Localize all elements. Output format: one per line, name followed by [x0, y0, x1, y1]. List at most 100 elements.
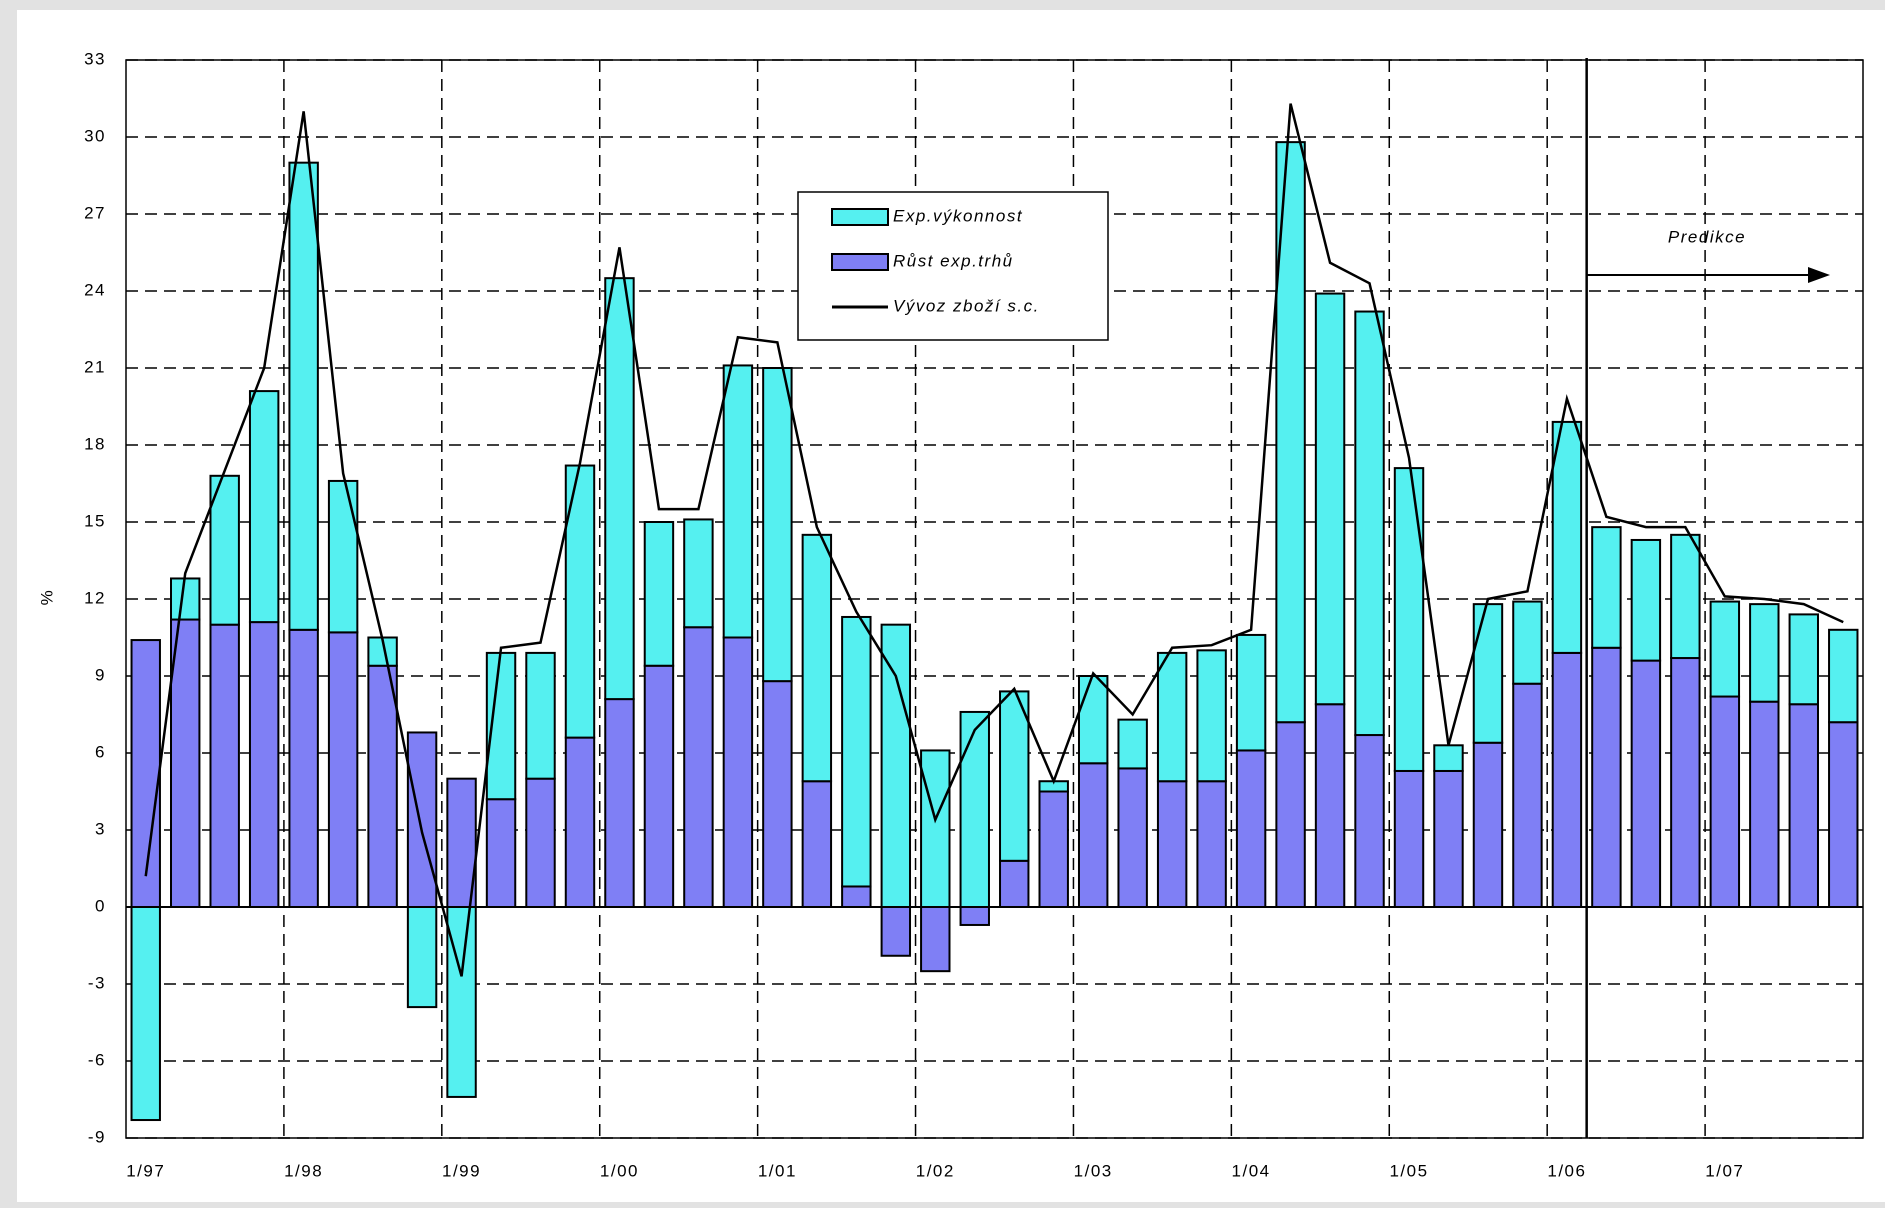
bar	[959, 906, 990, 926]
y-tick-label: 9	[95, 665, 106, 684]
bar	[1512, 682, 1543, 909]
bar	[643, 664, 675, 908]
bar	[1591, 526, 1622, 649]
bar	[1630, 659, 1662, 908]
bar	[1314, 292, 1346, 706]
bar	[1235, 749, 1267, 909]
bar	[1314, 703, 1346, 908]
bar	[1117, 767, 1148, 909]
bar	[1433, 744, 1464, 772]
x-tick-label: 1/04	[1232, 1161, 1271, 1180]
bar	[999, 859, 1030, 908]
bar	[880, 623, 912, 909]
bar	[1354, 310, 1385, 737]
bar	[801, 780, 833, 909]
bar	[1709, 600, 1741, 698]
y-tick-label: 15	[84, 511, 106, 530]
bar	[1591, 646, 1622, 908]
bar	[1117, 718, 1148, 770]
bar	[762, 680, 793, 909]
bar	[1472, 741, 1504, 908]
bar	[920, 906, 951, 973]
legend-swatch	[831, 208, 889, 226]
y-tick-label: 3	[95, 819, 106, 838]
bar	[209, 623, 240, 909]
bar	[1788, 703, 1819, 908]
bar	[1749, 700, 1780, 909]
bar	[683, 518, 714, 629]
annotation: Predikce	[1668, 227, 1746, 246]
x-tick-label: 1/05	[1389, 1161, 1428, 1180]
bar	[841, 885, 872, 909]
bar	[1828, 628, 1859, 724]
arrow-head	[1808, 267, 1830, 283]
y-tick-label: -6	[88, 1050, 106, 1069]
y-tick-label: 33	[84, 49, 106, 68]
bar	[327, 479, 359, 634]
bar	[1749, 603, 1780, 703]
bar	[1275, 721, 1306, 909]
legend-label: Exp.výkonnost	[893, 206, 1023, 225]
bar	[999, 690, 1030, 862]
bar	[248, 621, 280, 908]
bar	[1077, 762, 1109, 908]
y-tick-label: 30	[84, 126, 106, 145]
bar	[1393, 467, 1425, 772]
bar	[406, 731, 438, 909]
bar	[1433, 769, 1464, 909]
bar	[920, 749, 951, 909]
bar	[1472, 603, 1504, 744]
bar	[1709, 695, 1741, 908]
bar	[1393, 769, 1425, 909]
bar	[130, 906, 161, 1122]
y-tick-label: 21	[84, 357, 106, 376]
bar	[406, 906, 438, 1009]
bar	[1828, 721, 1859, 909]
bar	[683, 626, 714, 908]
bar	[1038, 790, 1069, 908]
y-tick-label: 6	[95, 742, 106, 761]
bar	[1196, 649, 1227, 783]
bar	[485, 798, 517, 909]
bar	[762, 367, 793, 683]
y-tick-label: -3	[88, 973, 106, 992]
bar	[1670, 657, 1701, 908]
y-tick-label: 0	[95, 896, 106, 915]
bar	[604, 698, 635, 908]
x-tick-label: 1/02	[916, 1161, 955, 1180]
x-tick-label: 1/99	[442, 1161, 481, 1180]
bar	[841, 615, 872, 888]
bar	[1077, 675, 1109, 765]
bar	[170, 618, 201, 908]
bar	[1235, 633, 1267, 752]
bar	[367, 664, 398, 908]
x-tick-label: 1/01	[758, 1161, 797, 1180]
bar	[1551, 651, 1583, 909]
bar	[801, 533, 833, 783]
legend-label: Vývoz zboží s.c.	[893, 296, 1040, 315]
line	[144, 103, 1844, 977]
bar	[446, 777, 477, 909]
bar	[170, 577, 201, 621]
legend-swatch	[831, 253, 889, 271]
bar	[1196, 780, 1227, 909]
bar	[525, 777, 556, 909]
bar	[248, 390, 280, 624]
bar	[525, 651, 556, 780]
bar	[1156, 780, 1188, 909]
bar	[1670, 533, 1701, 660]
x-tick-label: 1/97	[126, 1161, 165, 1180]
plot-frame	[125, 59, 1864, 1139]
bar	[1788, 613, 1819, 706]
bar	[209, 474, 240, 626]
bar	[1156, 651, 1188, 783]
y-tick-label: 12	[84, 588, 106, 607]
x-tick-label: 1/00	[600, 1161, 639, 1180]
y-tick-label: 18	[84, 434, 106, 453]
bar	[643, 521, 675, 667]
bar	[1630, 538, 1662, 662]
bar	[1354, 734, 1385, 908]
bar	[722, 364, 754, 639]
